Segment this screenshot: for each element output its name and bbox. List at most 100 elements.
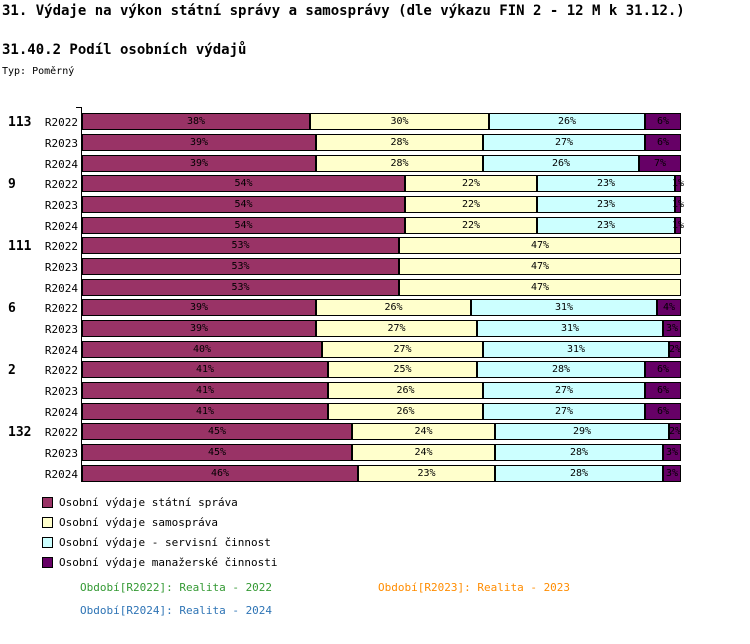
y-axis-top-tick — [76, 107, 82, 108]
segment-value-label: 31% — [560, 322, 580, 334]
bar-segment: 3% — [663, 320, 681, 337]
bar-segment: 47% — [399, 237, 681, 254]
bar-segment: 27% — [483, 403, 645, 420]
period-label: R2024 — [44, 344, 78, 357]
bar-segment: 41% — [82, 403, 328, 420]
bar-segment: 6% — [645, 403, 681, 420]
bar-segment: 38% — [82, 113, 310, 130]
bar-segment: 26% — [316, 299, 471, 316]
group-label: 132 — [8, 425, 32, 440]
segment-value-label: 29% — [572, 425, 592, 437]
stacked-bar: 53% 47% — [82, 237, 681, 254]
bar-segment: 40% — [82, 341, 322, 358]
segment-value-label: 54% — [234, 177, 253, 189]
legend-item: Osobní výdaje samospráva — [42, 512, 278, 532]
segment-value-label: 53% — [231, 281, 250, 293]
segment-value-label: 6% — [656, 405, 670, 417]
period-label: R2023 — [44, 323, 78, 336]
bar-segment: 26% — [328, 403, 483, 420]
segment-value-label: 31% — [566, 343, 586, 355]
bar-segment: 23% — [537, 175, 675, 192]
group-label: 111 — [8, 239, 32, 254]
segment-value-label: 26% — [396, 405, 415, 417]
bar-segment: 46% — [82, 465, 358, 482]
bar-segment: 53% — [82, 237, 399, 254]
segment-value-label: 3% — [665, 446, 679, 458]
segment-value-label: 53% — [231, 260, 250, 272]
group-label: 6 — [8, 301, 16, 316]
segment-value-label: 27% — [393, 343, 412, 355]
bar-segment: 28% — [316, 155, 483, 172]
group-label: 113 — [8, 115, 32, 130]
bar-segment: 1% — [672, 196, 684, 213]
bar-segment: 22% — [405, 196, 537, 213]
bar-segment: 31% — [483, 341, 669, 358]
bar-segment: 1% — [671, 217, 685, 234]
bar-segment: 45% — [82, 444, 352, 461]
bar-segment: 4% — [657, 299, 681, 316]
bar-segment: 6% — [645, 361, 681, 378]
chart-title: 31. Výdaje na výkon státní správy a samo… — [2, 3, 685, 19]
bar-segment: 26% — [328, 382, 483, 399]
bar-segment: 23% — [537, 196, 675, 213]
group-label: 9 — [8, 177, 16, 192]
period-label: R2022 — [44, 240, 78, 253]
bar-segment: 27% — [316, 320, 477, 337]
stacked-bar: 54% 22% 23% 1% — [82, 217, 685, 234]
segment-value-label: 6% — [656, 136, 670, 148]
period-label: R2022 — [44, 178, 78, 191]
group-label: 2 — [8, 363, 16, 378]
bar-segment: 47% — [399, 279, 681, 296]
bar-segment: 39% — [82, 134, 316, 151]
chart-type-label: Typ: Poměrný — [2, 66, 75, 77]
legend-label: Osobní výdaje - servisní činnost — [59, 535, 271, 549]
segment-value-label: 23% — [596, 198, 616, 210]
segment-value-label: 26% — [551, 157, 571, 169]
segment-value-label: 6% — [656, 384, 670, 396]
bar-segment: 31% — [477, 320, 663, 337]
chart-subtitle: 31.40.2 Podíl osobních výdajů — [2, 42, 247, 58]
legend-swatch — [42, 496, 53, 508]
stacked-bar: 46% 23% 28% 3% — [82, 465, 681, 482]
bar-segment: 47% — [399, 258, 681, 275]
segment-value-label: 22% — [461, 177, 481, 189]
segment-value-label: 26% — [396, 384, 415, 396]
bar-segment: 27% — [483, 134, 645, 151]
bar-segment: 31% — [471, 299, 657, 316]
bar-segment: 39% — [82, 299, 316, 316]
segment-value-label: 28% — [569, 467, 589, 479]
stacked-bar: 39% 28% 26% 7% — [82, 155, 681, 172]
segment-value-label: 40% — [192, 343, 212, 355]
bar-segment: 53% — [82, 279, 399, 296]
segment-value-label: 22% — [461, 198, 481, 210]
stacked-bar: 54% 22% 23% 1% — [82, 175, 685, 192]
segment-value-label: 2% — [668, 425, 682, 437]
legend: Osobní výdaje státní správa Osobní výdaje… — [42, 492, 278, 572]
bar-segment: 2% — [669, 423, 681, 440]
segment-value-label: 27% — [554, 136, 574, 148]
segment-value-label: 3% — [665, 467, 679, 479]
period-label: R2024 — [44, 282, 78, 295]
bar-segment: 24% — [352, 444, 495, 461]
segment-value-label: 54% — [234, 198, 253, 210]
bar-segment: 54% — [82, 217, 405, 234]
stacked-bar: 38% 30% 26% 6% — [82, 113, 681, 130]
segment-value-label: 27% — [554, 405, 574, 417]
bar-segment: 23% — [537, 217, 675, 234]
segment-value-label: 1% — [671, 219, 685, 231]
bar-segment: 30% — [310, 113, 489, 130]
stacked-bar: 39% 27% 31% 3% — [82, 320, 681, 337]
stacked-bar: 45% 24% 29% 2% — [82, 423, 681, 440]
segment-value-label: 53% — [231, 239, 250, 251]
stacked-bar: 53% 47% — [82, 258, 681, 275]
bar-segment: 25% — [328, 361, 477, 378]
stacked-bar: 40% 27% 31% 2% — [82, 341, 681, 358]
segment-value-label: 6% — [656, 363, 670, 375]
period-label: R2024 — [44, 406, 78, 419]
bar-segment: 6% — [645, 382, 681, 399]
segment-value-label: 39% — [189, 301, 209, 313]
bar-segment: 6% — [645, 134, 681, 151]
segment-value-label: 1% — [671, 177, 685, 189]
period-label: R2023 — [44, 385, 78, 398]
